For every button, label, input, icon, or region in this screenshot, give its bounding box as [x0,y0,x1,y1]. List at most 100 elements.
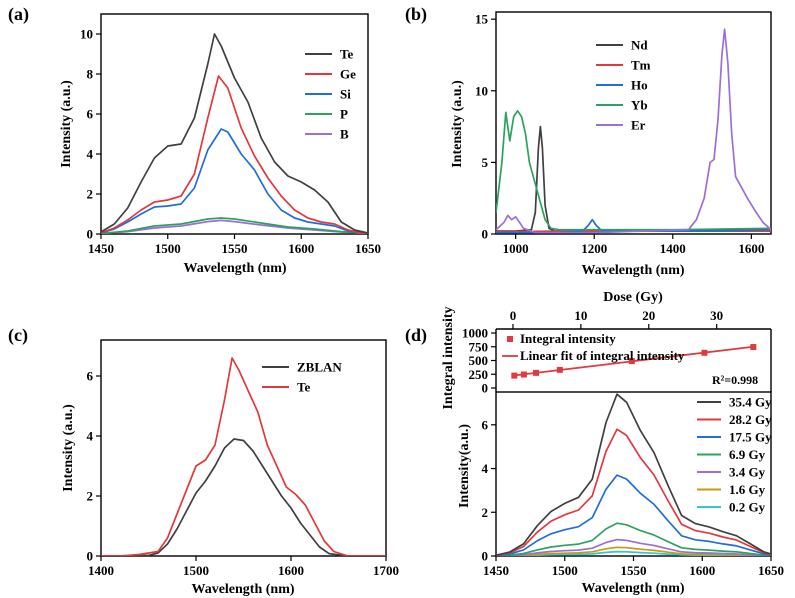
legend-label: Nd [631,38,648,53]
x-tick-label: 1400 [88,563,114,578]
y-tick-label: 10 [80,27,93,42]
series-group [101,357,386,556]
legend-label: 6.9 Gy [729,447,766,462]
x-tick-label: 1650 [758,563,784,578]
y-axis-label: Integral intensity [441,306,456,409]
legend-label: 1.6 Gy [729,482,766,497]
legend-label: Te [340,47,353,62]
series-line [101,219,368,234]
legend-label: Linear fit of integral intensity [520,348,685,363]
legend-marker [507,336,513,342]
series-line [101,128,368,234]
x-tick-label: 20 [642,308,655,323]
data-point [628,358,635,365]
series-line [496,538,771,556]
y-tick-label: 6 [87,369,94,384]
x-tick-label: 10 [574,308,587,323]
x-axis-label: Dose (Gy) [603,290,663,305]
y-tick-label: 6 [482,417,489,432]
x-tick-label: 1500 [552,563,578,578]
series-line [496,125,771,232]
y-tick-label: 15 [475,12,489,27]
x-axis-label: Wavelength (nm) [581,581,684,596]
y-axis-label: Intensity (a.u.) [59,80,74,168]
y-tick-label: 2 [87,187,94,202]
y-tick-label: 10 [475,83,488,98]
data-point [533,369,540,376]
x-tick-label: 1450 [483,563,509,578]
series-line [496,546,771,556]
plot-frame [100,339,387,557]
series-line [496,474,771,556]
series-line [101,438,386,556]
data-point [520,371,527,378]
legend-label: ZBLAN [297,360,342,375]
legend-label: 17.5 Gy [729,430,772,445]
y-tick-label: 8 [87,67,94,82]
legend-label: Tm [631,58,651,73]
x-axis-label: Wavelength (nm) [581,263,684,278]
panel-d: 1450 1500 1550 1600 1650 0 2 4 6 Wavelength (nm) I… [405,325,784,596]
series-line [496,28,771,234]
series-group [101,33,368,234]
data-point [701,349,708,356]
series-group [496,393,771,556]
x-tick-label: 1200 [581,241,607,256]
plot-frame [495,11,772,235]
series-line [496,522,771,556]
y-tick-label: 4 [87,429,94,444]
y-tick-label: 2 [87,489,94,504]
x-axis-label: Wavelength (nm) [191,582,294,597]
series-group [496,28,771,234]
x-tick-label: 1600 [689,563,715,578]
y-tick-label: 0 [482,381,489,396]
legend-label: Integral intensity [520,331,616,346]
series-line [101,217,368,234]
x-tick-label: 1650 [355,241,381,256]
y-tick-label: 5 [482,155,489,170]
legend-label: Ho [631,78,648,93]
legend-label: Si [340,87,351,102]
x-tick-label: 1500 [155,241,181,256]
y-tick-label: 4 [482,461,489,476]
legend-label: Te [297,380,310,395]
x-tick-label: 1700 [373,563,399,578]
y-tick-label: 6 [87,107,94,122]
legend-label: Yb [631,98,648,113]
x-tick-label: 1000 [503,241,529,256]
x-tick-label: 1550 [222,241,248,256]
y-axis-label: Intensity (a.u.) [61,404,76,492]
legend-label: 0.2 Gy [729,500,766,515]
legend-label: 35.4 Gy [729,395,772,410]
series-line [101,357,386,556]
panel-label: (b) [405,4,427,25]
x-tick-label: 1600 [288,241,314,256]
panel-label: (a) [8,4,29,25]
panel-label: (c) [8,325,28,346]
x-tick-label: 1600 [278,563,304,578]
series-line [101,75,368,234]
y-tick-label: 0 [482,549,489,564]
x-tick-label: 1450 [88,241,114,256]
series-line [496,393,771,556]
x-tick-label: 1400 [660,241,686,256]
data-point [556,366,563,373]
y-tick-label: 500 [469,353,489,368]
panel-a: 1450 1500 1550 1600 1650 0 2 4 6 8 10 Wavelength (n… [8,4,381,276]
y-tick-label: 0 [482,227,489,242]
series-line [496,428,771,556]
legend-label: 3.4 Gy [729,465,766,480]
x-tick-label: 0 [510,308,517,323]
y-axis-label: Intensity(a.u.) [457,424,472,508]
data-point [750,344,757,351]
x-tick-label: 1600 [738,241,764,256]
panel-b: 1000 1200 1400 1600 0 5 10 15 Wavelength (nm) Int… [405,4,772,278]
y-tick-label: 2 [482,505,489,520]
y-tick-label: 1000 [462,326,488,341]
series-line [496,109,771,231]
panel-c: 1400 1500 1600 1700 0 2 4 6 Wavelength (nm) Inten… [8,325,399,597]
y-tick-label: 4 [87,147,94,162]
data-point [511,372,518,379]
